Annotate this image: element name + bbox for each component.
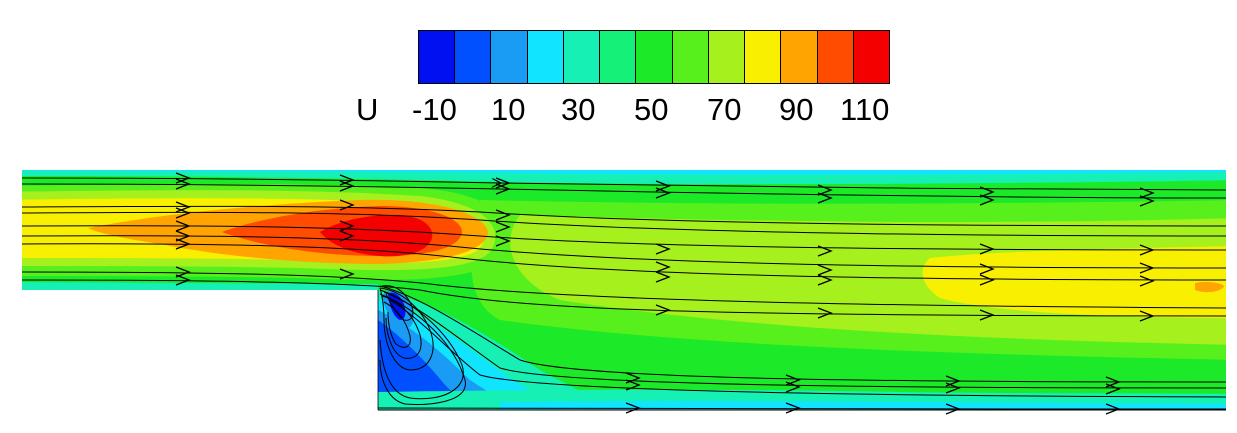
legend-color-swatch [455, 31, 492, 83]
color-legend-labels: U -10 10 30 50 70 90 110 [0, 92, 1237, 132]
legend-color-swatch [672, 31, 709, 83]
legend-color-swatch [853, 31, 890, 83]
legend-variable-label: U [356, 92, 379, 127]
legend-color-swatch [600, 31, 637, 83]
legend-tick-label: 90 [779, 92, 814, 127]
legend-tick-label: 10 [491, 92, 526, 127]
legend-color-swatch [491, 31, 528, 83]
legend-tick-label: 30 [561, 92, 596, 127]
legend-tick-label: 110 [840, 92, 890, 127]
legend-color-swatch [636, 31, 673, 83]
legend-tick-label: 70 [707, 92, 742, 127]
legend-color-swatch [745, 31, 782, 83]
legend-color-swatch [817, 31, 854, 83]
legend-color-swatch [708, 31, 746, 83]
streamlines [21, 177, 1227, 410]
legend-color-swatch [419, 31, 456, 83]
streamline-arrows [175, 172, 1155, 415]
legend-color-swatch [781, 31, 818, 83]
legend-color-swatch [563, 31, 601, 83]
legend-tick-label: -10 [412, 92, 457, 127]
legend-color-swatch [527, 31, 564, 83]
contour-fill [22, 170, 1226, 410]
legend-tick-label: 50 [634, 92, 669, 127]
color-legend-bar [418, 30, 890, 84]
